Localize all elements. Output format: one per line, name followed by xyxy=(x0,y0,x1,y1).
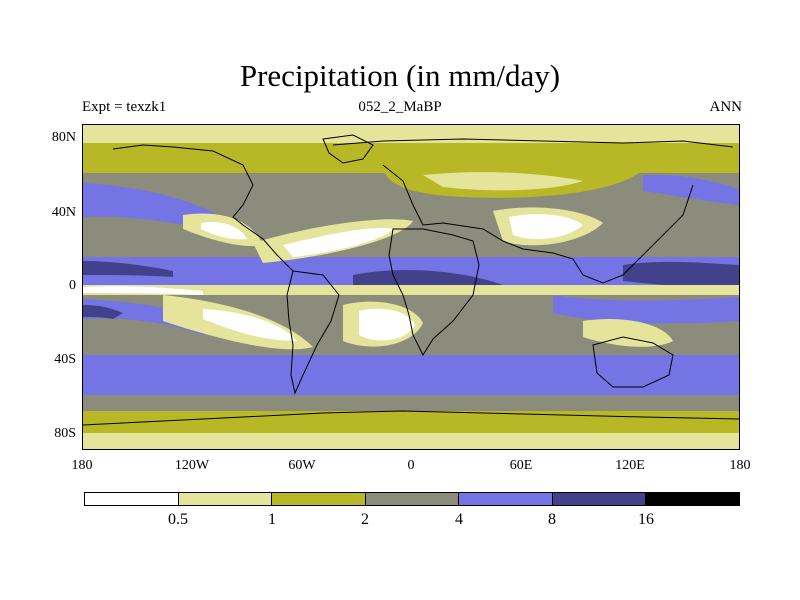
season-label: ANN xyxy=(709,99,743,115)
eurasia-coast xyxy=(332,138,734,284)
antarctica-coast xyxy=(83,410,739,426)
x-tick-0: 0 xyxy=(407,458,415,473)
south-dry-indian xyxy=(583,319,673,347)
x-tick-60e: 60E xyxy=(509,458,533,473)
south-dry-atlantic-core xyxy=(359,308,415,341)
band-south-midlat xyxy=(83,355,739,395)
x-tick-180w: 180 xyxy=(71,458,93,473)
y-tick-40s: 40S xyxy=(54,352,76,367)
colorbar-box xyxy=(459,493,553,505)
x-tick-120w: 120W xyxy=(174,458,210,473)
x-tick-120e: 120E xyxy=(615,458,645,473)
experiment-label: Expt = texzk1 xyxy=(82,99,167,115)
y-tick-0: 0 xyxy=(69,278,76,293)
band-polar-north xyxy=(83,125,739,143)
south-america-coast xyxy=(286,270,340,395)
australia-coast xyxy=(592,336,674,388)
x-tick-180e: 180 xyxy=(729,458,751,473)
greenland-coast xyxy=(322,134,374,164)
north-america-coast xyxy=(112,144,294,272)
colorbar xyxy=(84,492,740,506)
sahara-core xyxy=(283,227,393,257)
africa-coast xyxy=(388,228,480,357)
period-label: 052_2_MaBP xyxy=(358,99,442,115)
colorbar-label: 16 xyxy=(638,511,654,528)
colorbar-box xyxy=(272,493,366,505)
y-tick-40n: 40N xyxy=(51,205,76,220)
band-subtropic-north xyxy=(83,220,739,260)
arabia-core xyxy=(509,214,583,240)
asia-dry xyxy=(423,172,583,191)
map-title: Precipitation (in mm/day) xyxy=(239,58,561,93)
colorbar-label: 0.5 xyxy=(168,511,188,528)
x-tick-60w: 60W xyxy=(288,458,316,473)
band-antarctic-coast xyxy=(83,411,739,433)
coastlines xyxy=(83,134,739,426)
south-wet-core xyxy=(83,305,123,319)
colorbar-box xyxy=(552,493,647,505)
y-tick-80s: 80S xyxy=(54,426,76,441)
colorbar-label: 2 xyxy=(361,511,369,528)
band-equator-dry xyxy=(83,285,739,295)
colorbar-label: 1 xyxy=(268,511,276,528)
equator-white xyxy=(83,286,203,295)
colorbar-box xyxy=(646,493,740,505)
colorbar-box xyxy=(178,493,273,505)
south-wet-east xyxy=(553,295,739,324)
colorbar-box xyxy=(85,493,179,505)
colorbar-label: 8 xyxy=(548,511,556,528)
colorbar-box xyxy=(365,493,460,505)
colorbar-label: 4 xyxy=(455,511,463,528)
itcz-core-west xyxy=(83,261,173,277)
north-dry-pacific-core xyxy=(201,221,247,240)
south-dry-pacific-core xyxy=(203,309,297,341)
precipitation-map xyxy=(82,124,740,450)
itcz-core-pacific xyxy=(623,261,739,287)
band-antarctic xyxy=(83,433,739,449)
y-tick-80n: 80N xyxy=(51,130,76,145)
band-southern-ocean xyxy=(83,395,739,411)
